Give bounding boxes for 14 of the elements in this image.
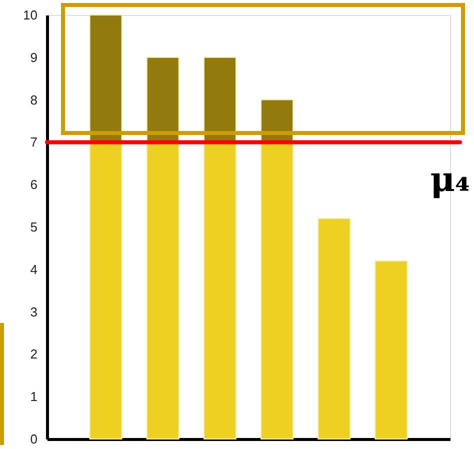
y-tick-label: 4: [30, 262, 38, 277]
bar: [374, 260, 408, 440]
y-tick-label: 10: [23, 8, 38, 22]
bar: [318, 218, 351, 440]
y-tick-label: 9: [30, 50, 38, 65]
y-tick-label: 1: [30, 389, 38, 404]
y-tick-label: 7: [30, 134, 38, 150]
y-tick-label: 8: [30, 92, 38, 108]
y-tick-label: 0: [30, 432, 38, 446]
y-tick-label: 2: [30, 346, 38, 362]
y-tick-label: 3: [30, 304, 38, 320]
y-tick-label: 5: [30, 220, 38, 234]
ref-line-label: μ₄: [430, 160, 470, 200]
y-tick-label: 6: [30, 177, 38, 192]
